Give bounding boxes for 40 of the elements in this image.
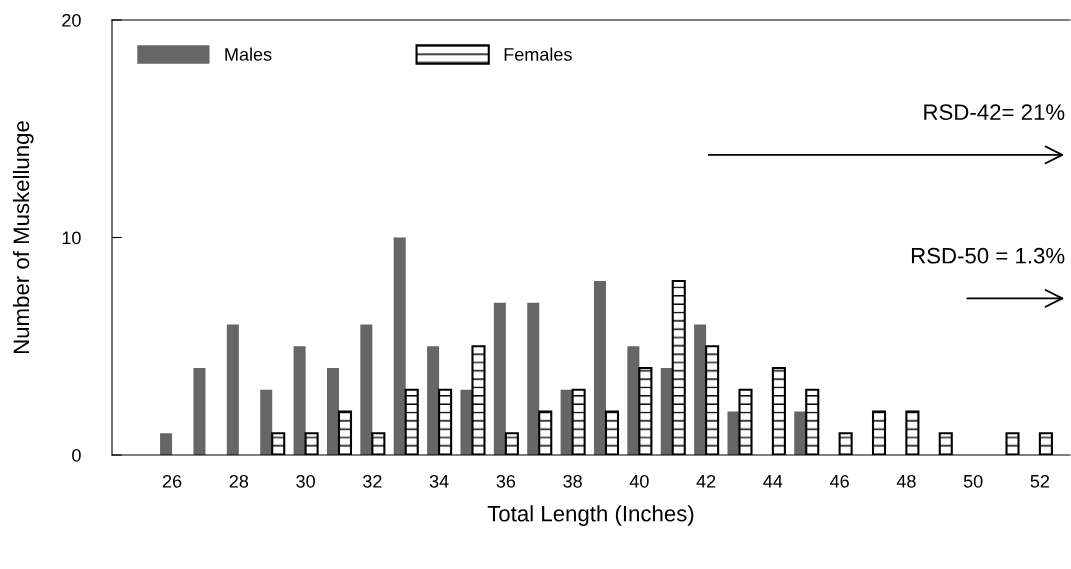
bar	[193, 368, 206, 455]
x-tick-label: 52	[1030, 474, 1050, 488]
x-tick-label: 36	[496, 474, 516, 488]
y-axis-title: Number of Muskellunge	[12, 121, 34, 354]
bar	[493, 302, 506, 455]
x-tick-label: 34	[429, 474, 449, 488]
bar	[260, 389, 273, 455]
bar	[593, 281, 606, 455]
x-tick-label: 28	[229, 474, 249, 488]
x-axis-title: Total Length (Inches)	[487, 505, 694, 526]
y-tick-label: 10	[62, 231, 81, 245]
x-tick-label: 50	[963, 474, 983, 488]
x-tick-label: 42	[696, 474, 716, 488]
legend-label: Females	[504, 47, 572, 61]
bar	[160, 433, 173, 455]
bar	[226, 324, 239, 455]
bar	[660, 368, 673, 455]
y-tick-label: 0	[72, 448, 81, 462]
bar	[460, 389, 473, 455]
x-tick-label: 46	[830, 474, 849, 488]
bar	[360, 324, 373, 455]
x-tick-label: 30	[296, 474, 315, 488]
bar	[560, 389, 573, 455]
legend-label: Males	[225, 47, 272, 61]
bar	[694, 324, 707, 455]
annotation: RSD-50 = 1.3%	[911, 247, 1065, 264]
bar	[427, 346, 440, 455]
bar	[627, 346, 640, 455]
bar	[293, 346, 306, 455]
annotation: RSD-42= 21%	[924, 104, 1065, 121]
bar	[326, 368, 339, 455]
x-tick-label: 38	[563, 474, 582, 488]
x-tick-label: 48	[896, 474, 916, 488]
x-tick-label: 26	[162, 474, 182, 488]
x-tick-label: 40	[629, 474, 649, 488]
x-tick-label: 32	[362, 474, 382, 488]
bar	[393, 237, 406, 455]
y-tick-label: 20	[62, 13, 81, 27]
bar	[527, 302, 540, 455]
x-tick-label: 44	[763, 475, 783, 488]
